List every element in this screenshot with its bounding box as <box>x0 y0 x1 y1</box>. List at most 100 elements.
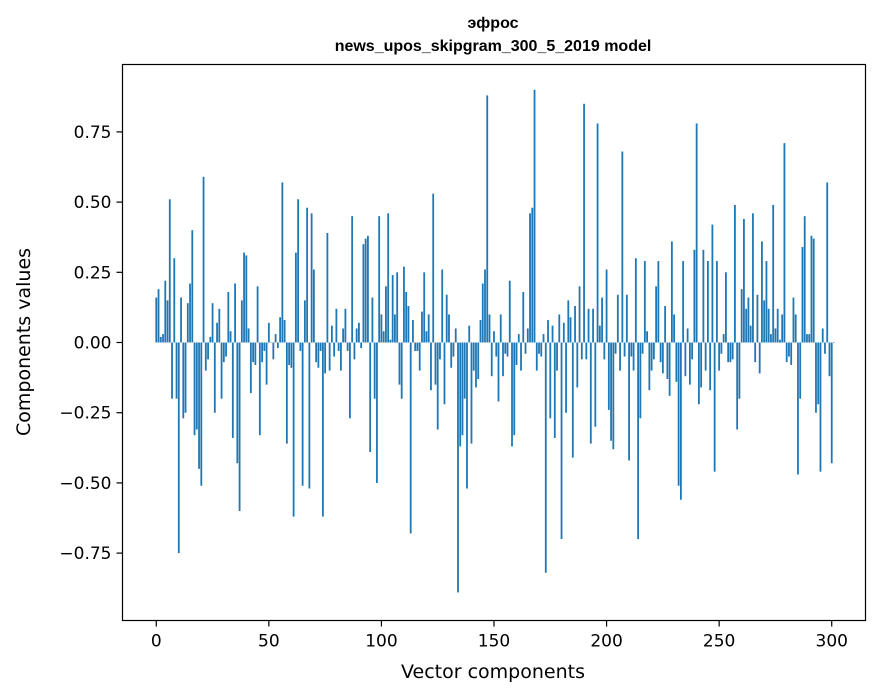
bar <box>785 342 788 363</box>
bar <box>234 283 236 343</box>
bar <box>162 334 164 343</box>
bar <box>830 342 833 464</box>
bar <box>387 213 390 343</box>
bar <box>711 224 714 343</box>
bar <box>589 342 592 444</box>
bar <box>623 342 626 357</box>
bar <box>770 334 772 343</box>
bar <box>736 342 739 430</box>
bar <box>484 269 486 343</box>
bar <box>403 266 405 343</box>
bar <box>378 216 381 343</box>
x-axis-label: Vector components <box>401 661 585 683</box>
bar <box>385 286 387 343</box>
bar <box>661 342 664 374</box>
bar <box>648 342 651 391</box>
bar <box>594 342 597 427</box>
bar <box>398 342 401 385</box>
bar <box>171 342 173 399</box>
bar <box>443 342 446 405</box>
bar <box>479 320 482 343</box>
bar <box>508 280 511 343</box>
bar <box>312 269 315 343</box>
bar <box>558 314 561 343</box>
bar <box>650 342 653 371</box>
bar <box>472 342 475 371</box>
bar <box>686 328 689 343</box>
bar <box>164 280 167 343</box>
bar <box>549 342 552 419</box>
bar <box>801 247 804 343</box>
bar <box>441 269 444 343</box>
bar <box>180 297 182 343</box>
bar <box>394 314 396 343</box>
y-tick-label: −0.75 <box>59 544 111 564</box>
bar <box>351 216 354 343</box>
bar <box>547 320 549 343</box>
bar <box>218 308 221 343</box>
bar <box>362 244 365 343</box>
bar <box>529 213 531 343</box>
bar <box>470 342 473 444</box>
bar <box>630 342 633 357</box>
bar <box>396 272 399 343</box>
bar <box>265 342 268 385</box>
bar <box>504 342 507 354</box>
bar <box>693 249 696 343</box>
bar <box>308 342 311 489</box>
bar <box>376 342 378 483</box>
bar <box>788 342 790 357</box>
bar <box>652 342 655 360</box>
bar <box>567 300 570 343</box>
bar <box>292 342 295 517</box>
x-tick-label: 0 <box>151 632 162 652</box>
bar <box>407 305 410 343</box>
bar <box>625 294 628 343</box>
bar <box>373 342 376 399</box>
bar <box>299 342 302 351</box>
x-tick-label: 200 <box>590 632 622 652</box>
bar <box>486 95 489 343</box>
bar <box>634 258 637 343</box>
bar <box>601 297 603 343</box>
bar <box>445 294 448 343</box>
bar <box>675 342 678 382</box>
bar <box>477 342 480 380</box>
bar <box>565 342 567 413</box>
bar <box>288 342 291 365</box>
bar <box>619 342 621 371</box>
bar <box>468 325 471 343</box>
bar <box>538 342 540 354</box>
bar <box>756 294 759 343</box>
bar <box>574 305 576 343</box>
bar <box>209 336 212 343</box>
bar <box>436 342 439 430</box>
bar <box>452 342 455 357</box>
bar <box>747 297 750 343</box>
bar <box>749 325 752 343</box>
bar <box>738 342 741 399</box>
bar <box>513 342 516 436</box>
bar <box>598 325 601 343</box>
bar <box>412 320 414 343</box>
bar <box>556 342 558 371</box>
bar <box>382 331 385 343</box>
bar <box>657 261 660 343</box>
bar <box>517 334 520 343</box>
bar <box>177 342 180 554</box>
bar <box>267 322 270 343</box>
bar <box>819 342 822 472</box>
bar <box>238 342 241 511</box>
bar <box>772 204 775 343</box>
bar <box>166 300 169 343</box>
bar <box>173 258 176 343</box>
plot-frame <box>121 63 867 622</box>
bar <box>189 283 191 343</box>
bar <box>425 331 428 343</box>
bar <box>727 342 730 363</box>
bar <box>706 261 709 343</box>
bar <box>562 322 565 343</box>
bar <box>290 342 293 368</box>
bar <box>702 249 705 343</box>
bar <box>734 204 736 343</box>
